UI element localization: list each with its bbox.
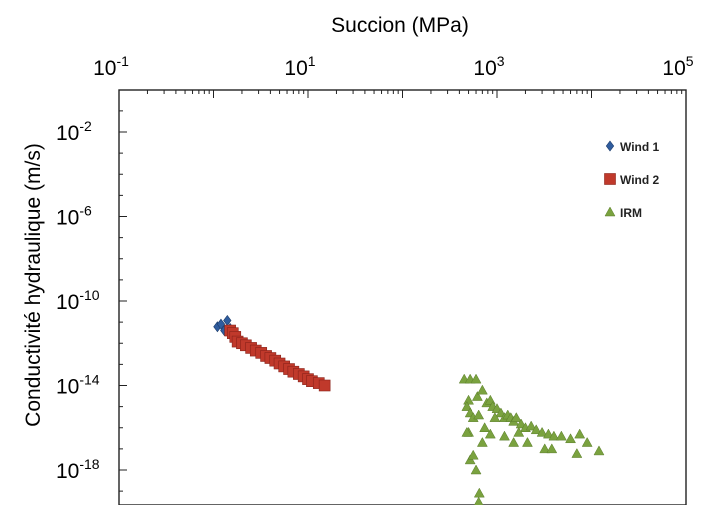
x-tick-label: 10-1 bbox=[93, 53, 129, 80]
data-point bbox=[539, 443, 551, 454]
data-point bbox=[546, 443, 558, 454]
x-tick-label: 103 bbox=[473, 53, 504, 80]
legend-marker bbox=[604, 206, 616, 217]
legend-label: Wind 2 bbox=[620, 173, 660, 187]
data-point bbox=[476, 437, 488, 447]
data-point bbox=[508, 437, 520, 447]
legend-marker bbox=[604, 173, 616, 185]
data-point bbox=[542, 428, 554, 439]
y-tick-label: 10-2 bbox=[56, 118, 92, 145]
data-point bbox=[530, 424, 542, 435]
data-point bbox=[461, 401, 473, 411]
y-tick-label: 10-6 bbox=[56, 203, 92, 230]
data-point bbox=[473, 487, 485, 498]
x-axis-title: Succion (MPa) bbox=[331, 14, 469, 37]
data-point bbox=[565, 433, 576, 444]
data-point bbox=[548, 430, 560, 441]
y-tick-label: 10-18 bbox=[56, 456, 100, 483]
data-series bbox=[213, 314, 605, 505]
legend-marker bbox=[605, 140, 615, 152]
x-axis: 10-1 101 103 105 bbox=[93, 53, 694, 98]
data-point bbox=[536, 426, 548, 437]
data-point bbox=[476, 384, 488, 395]
data-point bbox=[473, 409, 485, 420]
data-point bbox=[216, 318, 226, 330]
data-point bbox=[467, 449, 479, 460]
y-axis: 10-2 10-6 10-10 10-14 10-18 bbox=[56, 110, 127, 492]
series-irm bbox=[458, 373, 605, 505]
plot-frame bbox=[118, 89, 687, 505]
data-point bbox=[522, 437, 533, 447]
data-point bbox=[461, 426, 473, 437]
data-point bbox=[581, 437, 593, 447]
data-point bbox=[470, 464, 482, 475]
y-tick-label: 10-14 bbox=[56, 372, 100, 399]
data-point bbox=[474, 496, 484, 505]
data-point bbox=[571, 448, 583, 458]
data-point bbox=[525, 420, 537, 431]
data-point bbox=[510, 412, 522, 422]
series-wind-2 bbox=[224, 324, 331, 392]
data-point bbox=[574, 428, 586, 439]
data-point bbox=[470, 373, 482, 384]
x-tick-label: 101 bbox=[284, 53, 315, 80]
data-point bbox=[463, 394, 474, 405]
data-point bbox=[484, 428, 496, 439]
x-tick-label: 105 bbox=[662, 53, 693, 80]
data-point bbox=[471, 391, 483, 401]
legend: Wind 1 Wind 2 IRM bbox=[604, 140, 660, 220]
y-axis-title: Conductivité hydraulique (m/s) bbox=[22, 143, 45, 427]
data-point bbox=[318, 379, 331, 392]
data-point bbox=[499, 430, 510, 441]
data-point bbox=[489, 412, 501, 422]
y-tick-label: 10-10 bbox=[56, 287, 100, 314]
data-point bbox=[513, 426, 525, 437]
legend-label: Wind 1 bbox=[620, 140, 660, 154]
data-point bbox=[479, 422, 491, 432]
legend-label: IRM bbox=[620, 206, 642, 220]
data-point bbox=[555, 430, 567, 441]
data-point bbox=[593, 445, 605, 456]
